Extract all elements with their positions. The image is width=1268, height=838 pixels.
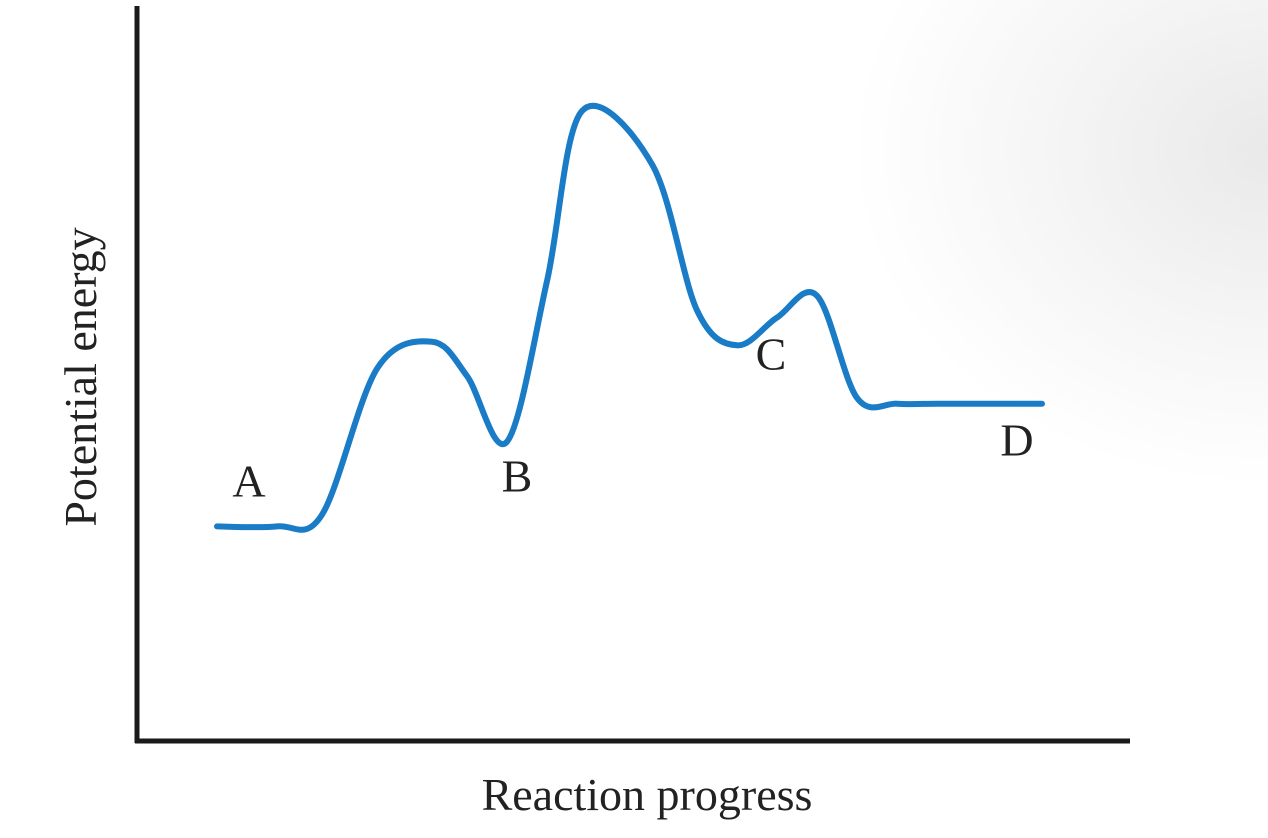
y-axis-label: Potential energy bbox=[55, 227, 106, 526]
point-label-c: C bbox=[756, 329, 787, 380]
point-label-a: A bbox=[232, 455, 265, 506]
energy-curve bbox=[214, 102, 1045, 533]
point-labels: A B C D bbox=[232, 329, 1033, 507]
x-axis-label: Reaction progress bbox=[482, 769, 813, 820]
point-label-b: B bbox=[502, 451, 533, 502]
point-label-d: D bbox=[1000, 415, 1033, 466]
